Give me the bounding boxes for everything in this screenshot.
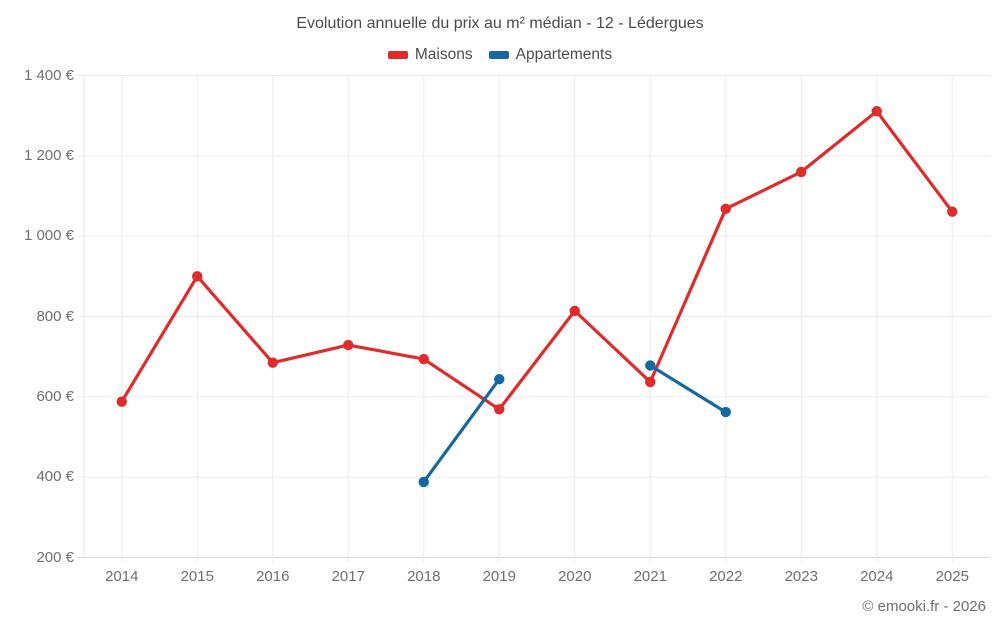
data-point-appartements-2019[interactable] <box>494 373 505 385</box>
x-axis-tick-label: 2015 <box>180 567 214 585</box>
data-point-maisons-2021[interactable] <box>645 376 656 388</box>
legend-item-appartements[interactable]: Appartements <box>488 46 613 64</box>
data-point-maisons-2025[interactable] <box>947 206 958 217</box>
data-point-maisons-2023[interactable] <box>796 166 807 178</box>
data-point-maisons-2016[interactable] <box>267 357 278 368</box>
data-point-maisons-2014[interactable] <box>116 396 127 407</box>
legend-item-maisons[interactable]: Maisons <box>387 46 473 64</box>
x-axis-tick-label: 2019 <box>482 567 516 585</box>
x-axis-tick-label: 2017 <box>331 567 365 585</box>
data-point-maisons-2017[interactable] <box>343 339 354 351</box>
x-axis-tick-label: 2020 <box>558 567 592 585</box>
series-line-maisons <box>120 109 954 411</box>
y-axis-tick-label: 1 000 € <box>23 227 74 245</box>
x-axis-tick-label: 2022 <box>709 567 743 585</box>
y-axis-tick-label: 1 200 € <box>23 146 74 164</box>
legend-label-appartements: Appartements <box>515 46 613 63</box>
footer-credit: © emooki.fr - 2026 <box>862 598 986 615</box>
x-axis-tick-label: 2024 <box>860 567 894 585</box>
data-point-maisons-2024[interactable] <box>871 106 882 117</box>
x-axis-tick-label: 2025 <box>935 567 969 585</box>
data-point-maisons-2019[interactable] <box>494 404 505 415</box>
data-point-appartements-2022[interactable] <box>720 406 731 418</box>
x-axis-tick-label: 2023 <box>784 567 818 585</box>
legend-label-maisons: Maisons <box>414 46 473 63</box>
y-axis-tick-label: 800 € <box>36 307 74 325</box>
x-axis-tick-label: 2018 <box>407 567 441 585</box>
series-line-appartements <box>422 378 501 483</box>
series-line-appartements <box>649 364 727 414</box>
data-point-maisons-2022[interactable] <box>720 203 731 215</box>
y-axis-tick-label: 600 € <box>36 387 74 405</box>
x-axis-tick-label: 2016 <box>256 567 290 585</box>
data-point-maisons-2015[interactable] <box>192 271 203 282</box>
data-point-maisons-2018[interactable] <box>418 353 429 365</box>
appartements-series-swatch-icon <box>488 51 509 59</box>
maisons-series-swatch-icon <box>387 51 408 59</box>
y-axis-tick-label: 200 € <box>36 548 74 566</box>
y-axis-tick-label: 400 € <box>36 468 74 486</box>
data-point-appartements-2021[interactable] <box>645 360 656 371</box>
chart-legend: Maisons Appartements <box>0 46 1000 64</box>
y-axis-tick-label: 1 400 € <box>23 66 74 84</box>
x-axis-tick-label: 2014 <box>105 567 139 585</box>
data-point-maisons-2020[interactable] <box>569 305 580 317</box>
chart-title: Evolution annuelle du prix au m² médian … <box>296 15 704 32</box>
data-point-appartements-2018[interactable] <box>418 476 429 488</box>
x-axis-tick-label: 2021 <box>633 567 667 585</box>
